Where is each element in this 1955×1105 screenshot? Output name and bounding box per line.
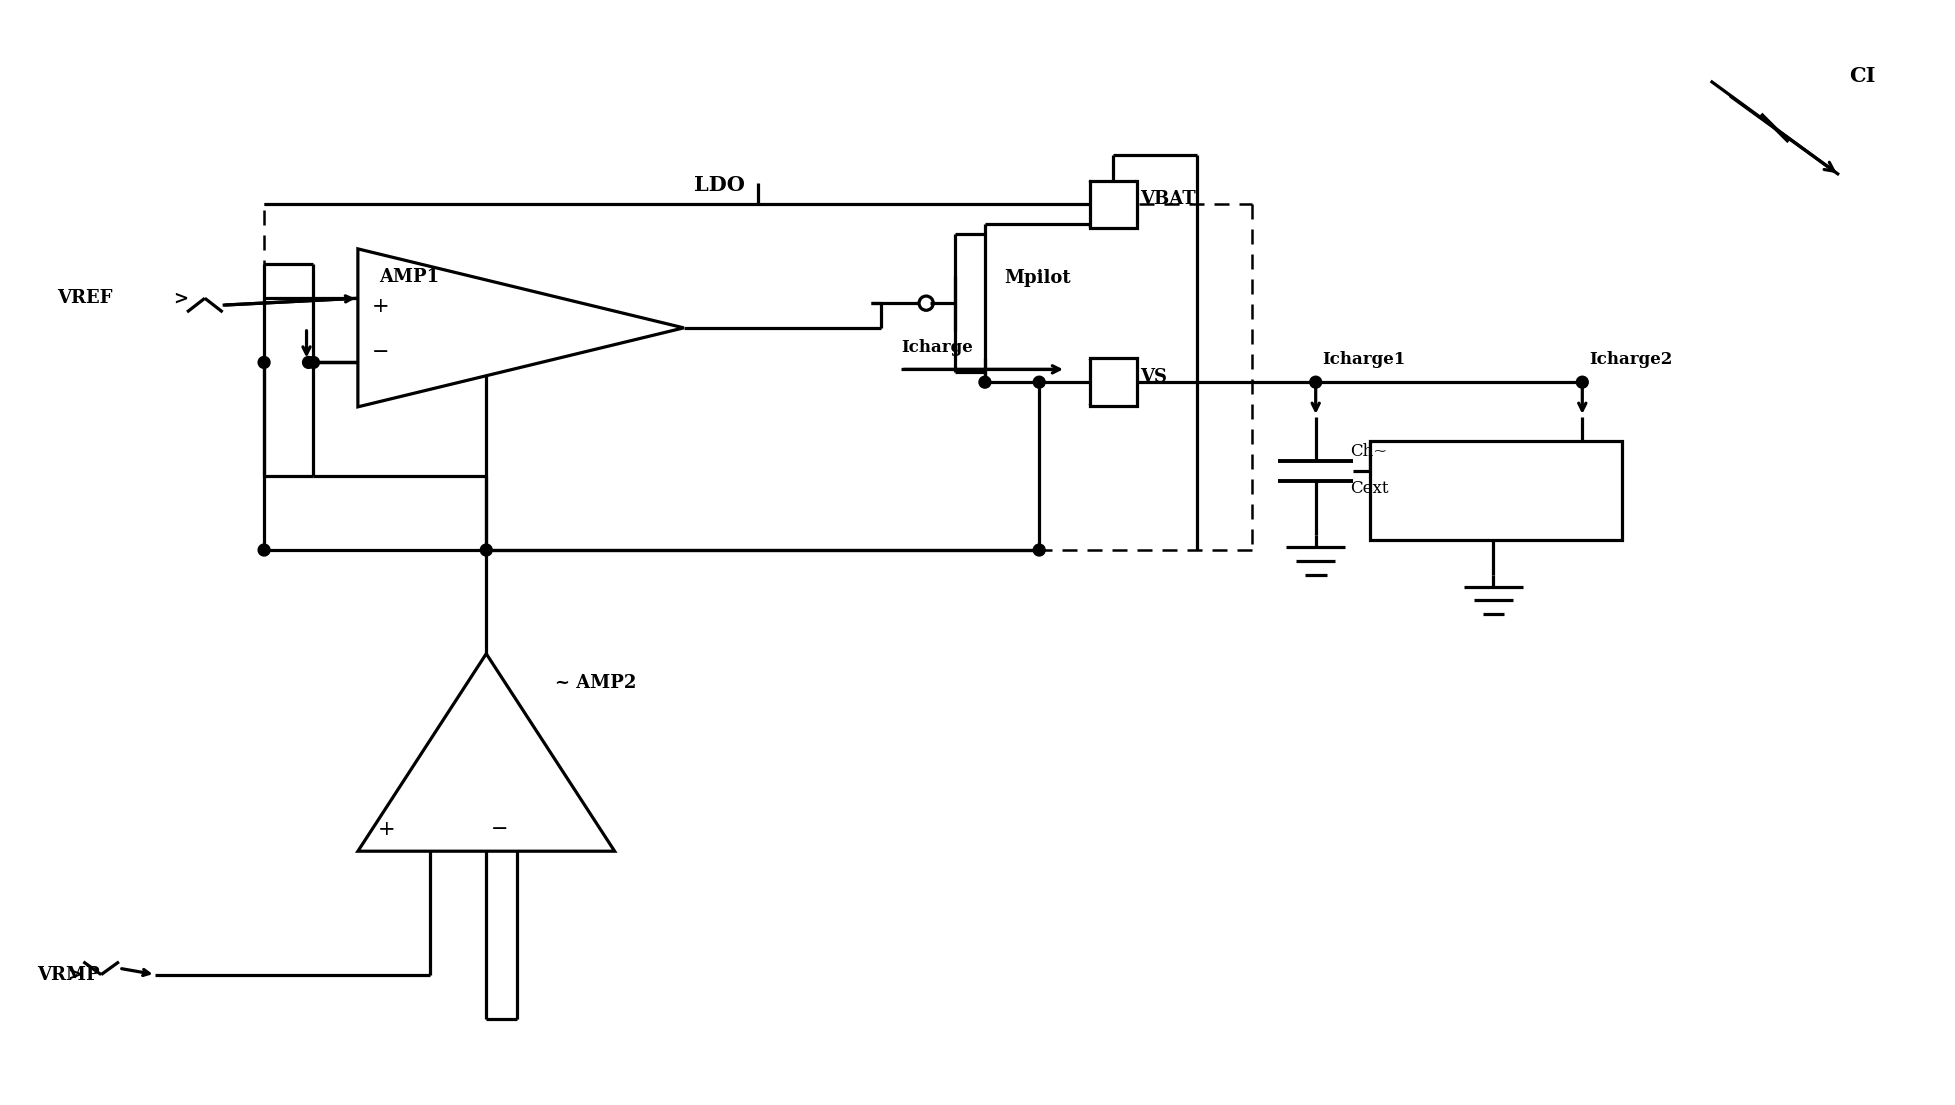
Text: VRMP: VRMP	[37, 966, 100, 983]
Polygon shape	[358, 249, 684, 407]
Text: VREF: VREF	[57, 290, 111, 307]
Circle shape	[303, 357, 315, 368]
Circle shape	[258, 357, 270, 368]
Text: >: >	[68, 966, 82, 983]
Text: −: −	[491, 820, 508, 839]
Text: Mpilot: Mpilot	[1005, 270, 1071, 287]
Circle shape	[1034, 544, 1046, 556]
Circle shape	[979, 376, 991, 388]
Text: Icharge1: Icharge1	[1324, 351, 1406, 368]
Text: AMP1: AMP1	[379, 267, 440, 285]
Bar	[1089, 181, 1138, 228]
Polygon shape	[358, 654, 614, 851]
Text: >: >	[174, 290, 188, 307]
Text: Icharge: Icharge	[901, 339, 974, 356]
Text: VS: VS	[1140, 368, 1167, 387]
Text: +: +	[377, 820, 395, 839]
Text: +: +	[371, 296, 389, 316]
Text: ~ AMP2: ~ AMP2	[555, 674, 637, 693]
Text: Icharge2: Icharge2	[1589, 351, 1673, 368]
Bar	[1370, 441, 1623, 540]
Circle shape	[307, 357, 319, 368]
Text: Cext: Cext	[1351, 481, 1388, 497]
Circle shape	[1576, 376, 1587, 388]
Circle shape	[1034, 376, 1046, 388]
Text: VBAT: VBAT	[1140, 190, 1196, 209]
Text: Ch~: Ch~	[1351, 443, 1388, 460]
Bar	[1089, 358, 1138, 406]
Text: LDO: LDO	[694, 175, 745, 194]
Circle shape	[258, 544, 270, 556]
Text: CI: CI	[1849, 66, 1875, 86]
Text: −: −	[371, 343, 389, 362]
Circle shape	[481, 544, 493, 556]
Circle shape	[1310, 376, 1322, 388]
